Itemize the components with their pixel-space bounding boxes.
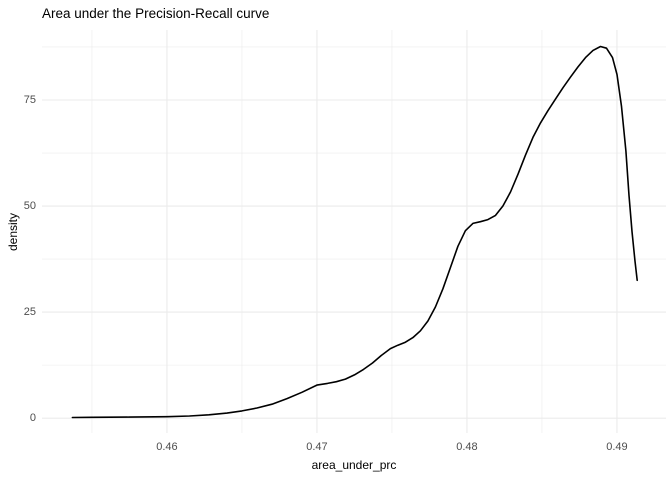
- plot-panel: [42, 30, 666, 433]
- y-tick-label: 50: [23, 200, 36, 213]
- y-tick-label: 75: [23, 93, 36, 106]
- x-tick-label: 0.49: [606, 441, 628, 453]
- x-tick-label: 0.46: [156, 441, 178, 453]
- y-tick-label: 25: [23, 306, 36, 319]
- x-tick-label: 0.48: [456, 441, 478, 453]
- x-tick-label: 0.47: [306, 441, 328, 453]
- y-axis-title: density: [6, 212, 20, 252]
- density-curve: [71, 45, 639, 419]
- x-axis-title: area_under_prc: [311, 458, 397, 472]
- y-tick-label: 0: [29, 412, 36, 425]
- plot-title: Area under the Precision-Recall curve: [42, 6, 270, 21]
